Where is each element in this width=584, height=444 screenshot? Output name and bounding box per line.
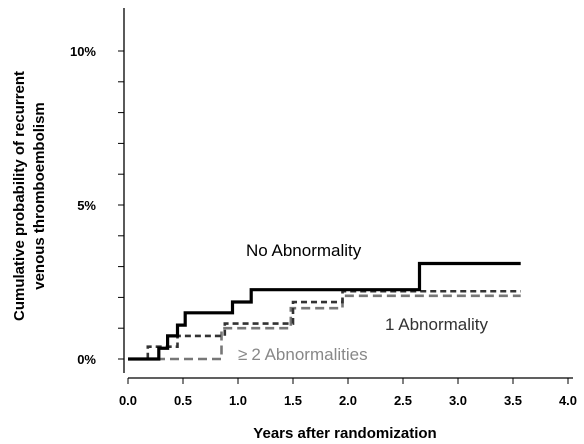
y-axis-title-line-2: venous thromboembolism [31, 102, 48, 290]
x-tick-label: 2.5 [394, 393, 412, 408]
x-tick-label: 1.5 [284, 393, 302, 408]
y-tick-label: 10% [70, 44, 96, 59]
x-tick-label: 3.0 [449, 393, 467, 408]
x-tick-label: 1.0 [229, 393, 247, 408]
x-axis-title: Years after randomization [253, 425, 436, 442]
series-line-1 [128, 289, 521, 361]
x-tick-label: 2.0 [339, 393, 357, 408]
series-line-0 [128, 261, 521, 361]
x-tick-label: 0.0 [119, 393, 137, 408]
annotation-no-abnormality: No Abnormality [246, 241, 362, 260]
x-tick-label: 0.5 [174, 393, 192, 408]
annotation-geq-symbol: ≥ [238, 345, 247, 364]
annotation-one-abnormality: 1 Abnormality [385, 315, 488, 334]
y-tick-label: 0% [77, 352, 96, 367]
series-line-2 [128, 294, 521, 361]
y-tick-label: 5% [77, 198, 96, 213]
annotation-two-plus-label: 2 Abnormalities [251, 345, 367, 364]
y-ticks: 0% 5% 10% [70, 44, 124, 367]
x-tick-label: 3.5 [504, 393, 522, 408]
series-layer [128, 261, 521, 361]
x-tick-label: 4.0 [559, 393, 577, 408]
annotation-two-plus-abnormalities: ≥2 Abnormalities [238, 345, 368, 364]
y-axis-title-line-1: Cumulative probability of recurrent [11, 71, 28, 321]
axes [123, 8, 573, 379]
x-ticks: 0.0 0.5 1.0 1.5 2.0 2.5 3.0 3.5 4.0 [119, 378, 577, 408]
